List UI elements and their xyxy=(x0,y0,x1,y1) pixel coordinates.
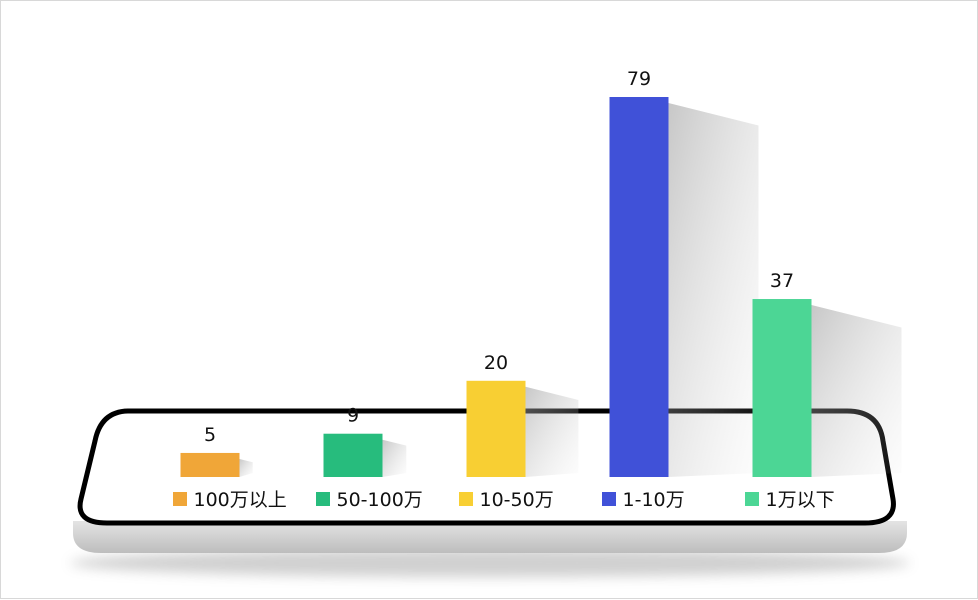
legend-swatch xyxy=(315,491,330,506)
bar-shadow xyxy=(668,103,759,477)
legend-item[interactable]: 10-50万 xyxy=(458,485,554,512)
bar-1[interactable] xyxy=(180,452,240,477)
platform-base xyxy=(73,521,907,553)
legend-label: 50-100万 xyxy=(336,489,423,511)
legend-label: 1万以下 xyxy=(765,489,835,511)
legend-label: 10-50万 xyxy=(479,489,554,511)
bar-shadow xyxy=(811,305,902,477)
bar-2[interactable] xyxy=(323,433,383,477)
legend-label: 100万以上 xyxy=(193,489,287,511)
data-label: 37 xyxy=(770,270,794,292)
legend-item[interactable]: 1万以下 xyxy=(744,485,835,512)
data-label: 5 xyxy=(204,424,216,446)
bar-5[interactable] xyxy=(752,299,812,477)
legend-label: 1-10万 xyxy=(622,489,685,511)
legend-item[interactable]: 100万以上 xyxy=(172,485,287,512)
legend-swatch xyxy=(744,491,759,506)
legend: 100万以上 50-100万 10-50万 1-10万 1万以下 xyxy=(1,485,978,515)
legend-item[interactable]: 50-100万 xyxy=(315,485,423,512)
platform-shadow xyxy=(70,549,910,577)
data-label: 20 xyxy=(484,352,508,374)
legend-swatch xyxy=(601,491,616,506)
bar-shadow xyxy=(525,386,579,477)
bar-3[interactable] xyxy=(466,380,526,477)
legend-item[interactable]: 1-10万 xyxy=(601,485,685,512)
bar-shadow xyxy=(239,458,253,477)
bar-shadow xyxy=(382,439,407,477)
data-label: 79 xyxy=(627,68,651,90)
data-label: 9 xyxy=(347,405,359,427)
legend-swatch xyxy=(172,491,187,506)
bar-4[interactable] xyxy=(609,97,669,477)
legend-swatch xyxy=(458,491,473,506)
